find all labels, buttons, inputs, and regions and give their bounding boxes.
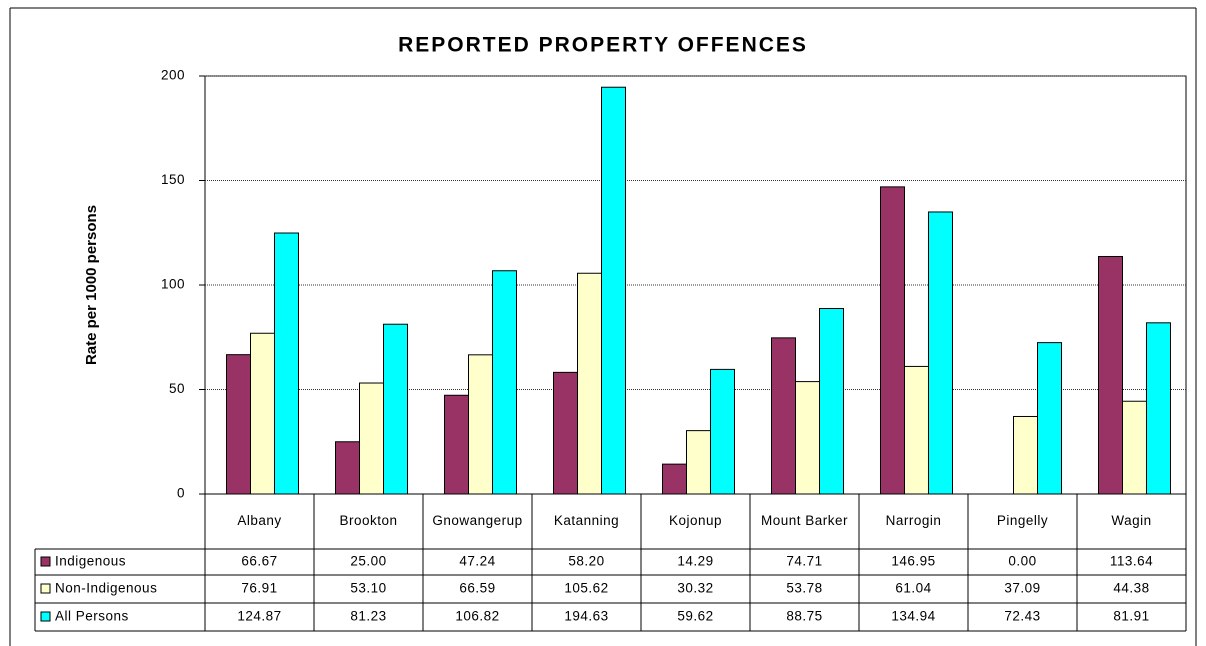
table-cell: 58.20 <box>568 554 604 569</box>
bar <box>1037 342 1062 495</box>
table-cell: 37.09 <box>1004 581 1040 596</box>
x-tick-label: Albany <box>237 513 281 528</box>
bar <box>601 86 626 495</box>
table-cell: 53.10 <box>350 581 386 596</box>
bar <box>553 371 578 495</box>
bar <box>468 354 493 495</box>
x-tick-label: Pingelly <box>997 513 1048 528</box>
x-tick-label: Kojonup <box>669 513 722 528</box>
legend-swatch <box>40 611 51 622</box>
x-tick-label: Narrogin <box>886 513 942 528</box>
table-cell: 66.67 <box>241 554 277 569</box>
table-cell: 74.71 <box>786 554 822 569</box>
legend-swatch <box>40 583 51 594</box>
table-cell: 61.04 <box>895 581 931 596</box>
bar <box>250 332 275 495</box>
table-cell: 53.78 <box>786 581 822 596</box>
y-tick-label: 0 <box>177 486 185 501</box>
bar <box>904 365 929 495</box>
bar <box>928 211 953 495</box>
legend-label: All Persons <box>55 609 129 624</box>
bar <box>274 232 299 495</box>
table-cell: 59.62 <box>677 609 713 624</box>
bar <box>771 337 796 495</box>
bar <box>710 368 735 495</box>
bar <box>577 272 602 495</box>
bar <box>335 441 360 495</box>
y-tick-label: 50 <box>169 381 185 396</box>
table-cell: 66.59 <box>459 581 495 596</box>
table-cell: 47.24 <box>459 554 495 569</box>
table-cell: 81.23 <box>350 609 386 624</box>
table-cell: 88.75 <box>786 609 822 624</box>
table-cell: 30.32 <box>677 581 713 596</box>
table-cell: 146.95 <box>891 554 935 569</box>
table-cell: 113.64 <box>1110 554 1153 569</box>
y-axis-label: Rate per 1000 persons <box>83 205 100 365</box>
table-cell: 76.91 <box>241 581 277 596</box>
x-tick-label: Gnowangerup <box>432 513 522 528</box>
legend-swatch <box>40 556 51 567</box>
bar <box>444 394 469 495</box>
x-tick-label: Katanning <box>554 513 619 528</box>
x-tick-label: Brookton <box>339 513 397 528</box>
bar <box>383 323 408 495</box>
y-tick-label: 100 <box>161 277 185 292</box>
table-cell: 14.29 <box>677 554 713 569</box>
table-cell: 44.38 <box>1113 581 1149 596</box>
legend-label: Indigenous <box>55 554 126 569</box>
table-cell: 124.87 <box>237 609 281 624</box>
chart-title: REPORTED PROPERTY OFFENCES <box>398 34 808 57</box>
bar <box>1122 400 1147 495</box>
bar <box>662 463 687 495</box>
bar <box>359 382 384 495</box>
bar <box>492 270 517 495</box>
bar <box>819 308 844 495</box>
bar <box>686 430 711 495</box>
table-cell: 106.82 <box>455 609 499 624</box>
y-tick-label: 200 <box>161 68 185 83</box>
x-tick-label: Wagin <box>1111 513 1151 528</box>
y-tick-label: 150 <box>161 172 185 187</box>
table-cell: 0.00 <box>1008 554 1036 569</box>
table-cell: 134.94 <box>891 609 935 624</box>
legend-label: Non-Indigenous <box>55 581 157 596</box>
table-cell: 72.43 <box>1004 609 1040 624</box>
table-cell: 105.62 <box>564 581 608 596</box>
bar <box>880 186 905 495</box>
bar <box>226 354 251 495</box>
bar <box>1146 322 1171 495</box>
table-cell: 194.63 <box>564 609 608 624</box>
x-tick-label: Mount Barker <box>761 513 848 528</box>
bar <box>1098 255 1123 495</box>
bar <box>1013 415 1038 495</box>
table-cell: 25.00 <box>350 554 386 569</box>
table-cell: 81.91 <box>1113 609 1149 624</box>
bar <box>795 381 820 495</box>
